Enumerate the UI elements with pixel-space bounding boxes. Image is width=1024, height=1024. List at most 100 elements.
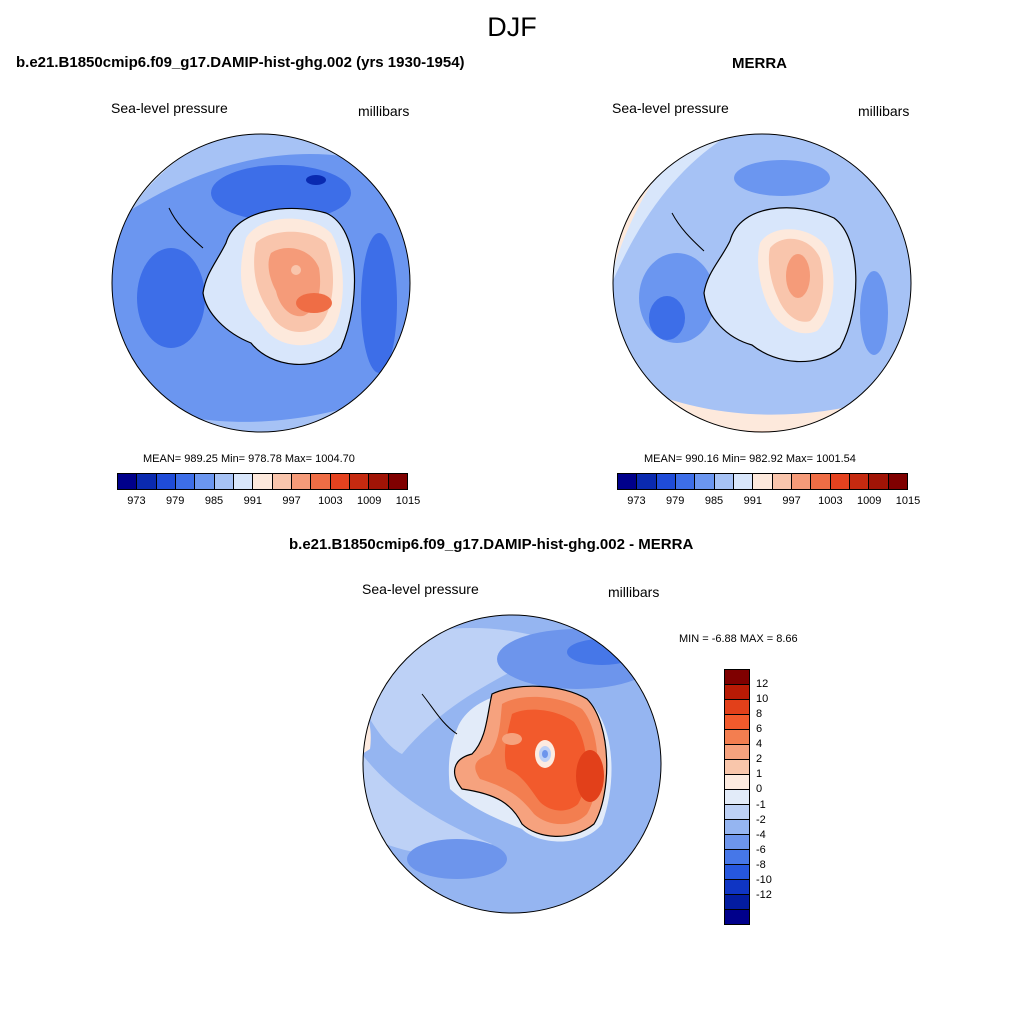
colorbar-tick-label: 6: [756, 723, 763, 736]
colorbar-tick-label: 979: [666, 495, 685, 507]
colorbar-tick-label: 991: [743, 495, 762, 507]
model-polar-map: [111, 133, 411, 433]
colorbar-swatch: [725, 820, 749, 835]
colorbar-tick-label: -12: [756, 888, 772, 901]
colorbar-tick-label: -1: [756, 798, 766, 811]
model-stats: MEAN= 989.25 Min= 978.78 Max= 1004.70: [143, 453, 355, 465]
colorbar-swatch: [233, 474, 254, 489]
colorbar-swatch: [195, 474, 215, 489]
colorbar-tick-label: 985: [204, 495, 224, 507]
colorbar-swatch: [725, 715, 749, 730]
colorbar-swatch: [637, 474, 657, 489]
colorbar-tick-label: 10: [756, 693, 769, 706]
colorbar-swatch: [725, 805, 749, 820]
colorbar-swatch: [725, 700, 749, 715]
colorbar-tick-label: 997: [282, 495, 301, 507]
colorbar-swatch: [753, 474, 773, 489]
colorbar-swatch: [725, 865, 749, 880]
colorbar-swatch: [675, 474, 696, 489]
colorbar-swatch: [811, 474, 831, 489]
colorbar-swatch: [156, 474, 176, 489]
obs-stats: MEAN= 990.16 Min= 982.92 Max= 1001.54: [644, 453, 856, 465]
colorbar-tick-label: -6: [756, 843, 766, 856]
colorbar-swatch: [137, 474, 157, 489]
colorbar-swatch: [714, 474, 734, 489]
obs-colorbar-labels: 973 979 985 991 997 1003 1009 1015: [617, 495, 920, 509]
colorbar-swatch: [725, 670, 749, 685]
diff-colorbar: [724, 669, 750, 925]
colorbar-tick-label: 2: [756, 753, 763, 766]
colorbar-swatch: [311, 474, 331, 489]
colorbar-swatch: [869, 474, 889, 489]
colorbar-tick-label: -2: [756, 813, 766, 826]
colorbar-tick-label: -10: [756, 873, 772, 886]
colorbar-swatch: [725, 895, 749, 910]
colorbar-tick-label: 1009: [856, 495, 882, 507]
model-units-label: millibars: [358, 103, 410, 119]
colorbar-swatch: [656, 474, 676, 489]
model-colorbar-labels: 973 979 985 991 997 1003 1009 1015: [117, 495, 420, 509]
colorbar-swatch: [695, 474, 715, 489]
colorbar-swatch: [725, 760, 749, 775]
colorbar-tick-label: -8: [756, 858, 766, 871]
colorbar-swatch: [214, 474, 234, 489]
obs-colorbar: [617, 473, 908, 490]
colorbar-swatch: [772, 474, 792, 489]
obs-polar-map: [612, 133, 912, 433]
colorbar-swatch: [725, 910, 749, 924]
colorbar-tick-label: 1015: [395, 495, 421, 507]
colorbar-tick-label: 985: [704, 495, 724, 507]
colorbar-swatch: [888, 474, 907, 489]
colorbar-swatch: [618, 474, 638, 489]
colorbar-swatch: [733, 474, 754, 489]
colorbar-swatch: [725, 835, 749, 850]
obs-units-label: millibars: [858, 103, 910, 119]
colorbar-swatch: [349, 474, 370, 489]
colorbar-swatch: [253, 474, 273, 489]
colorbar-swatch: [830, 474, 850, 489]
colorbar-swatch: [849, 474, 870, 489]
model-panel-title: b.e21.B1850cmip6.f09_g17.DAMIP-hist-ghg.…: [16, 54, 465, 71]
colorbar-tick-label: 979: [166, 495, 185, 507]
colorbar-tick-label: 1003: [818, 495, 843, 507]
colorbar-tick-label: 0: [756, 783, 763, 796]
colorbar-swatch: [725, 775, 749, 790]
colorbar-swatch: [330, 474, 350, 489]
colorbar-swatch: [725, 685, 749, 700]
colorbar-tick-label: 973: [127, 495, 146, 507]
colorbar-tick-label: 997: [782, 495, 801, 507]
colorbar-swatch: [725, 850, 749, 865]
diff-polar-map: [362, 614, 662, 914]
colorbar-swatch: [725, 745, 749, 760]
figure-title: DJF: [487, 12, 537, 42]
obs-variable-label: Sea-level pressure: [612, 100, 729, 116]
colorbar-swatch: [291, 474, 312, 489]
colorbar-swatch: [272, 474, 292, 489]
diff-panel-title: b.e21.B1850cmip6.f09_g17.DAMIP-hist-ghg.…: [289, 536, 694, 553]
colorbar-swatch: [725, 730, 749, 745]
obs-panel-title: MERRA: [732, 55, 787, 72]
colorbar-swatch: [388, 474, 407, 489]
colorbar-swatch: [369, 474, 389, 489]
colorbar-tick-label: 1: [756, 768, 763, 781]
colorbar-tick-label: 991: [243, 495, 262, 507]
colorbar-tick-label: 1015: [895, 495, 921, 507]
colorbar-swatch: [791, 474, 812, 489]
colorbar-tick-label: -4: [756, 828, 766, 841]
colorbar-tick-label: 12: [756, 678, 769, 691]
model-variable-label: Sea-level pressure: [111, 100, 228, 116]
colorbar-swatch: [175, 474, 196, 489]
diff-colorbar-labels: 12 10 8 6 4 2 1 0 -1 -2 -4 -6 -8 -10 -12: [756, 669, 796, 910]
colorbar-tick-label: 973: [627, 495, 646, 507]
colorbar-tick-label: 4: [756, 738, 763, 751]
diff-variable-label: Sea-level pressure: [362, 581, 479, 597]
diff-units-label: millibars: [608, 584, 660, 600]
colorbar-swatch: [725, 790, 749, 805]
colorbar-swatch: [725, 880, 749, 895]
colorbar-swatch: [118, 474, 138, 489]
colorbar-tick-label: 1009: [356, 495, 382, 507]
colorbar-tick-label: 1003: [318, 495, 343, 507]
model-colorbar: [117, 473, 408, 490]
diff-min-max: MIN = -6.88 MAX = 8.66: [679, 633, 798, 645]
colorbar-tick-label: 8: [756, 708, 763, 721]
